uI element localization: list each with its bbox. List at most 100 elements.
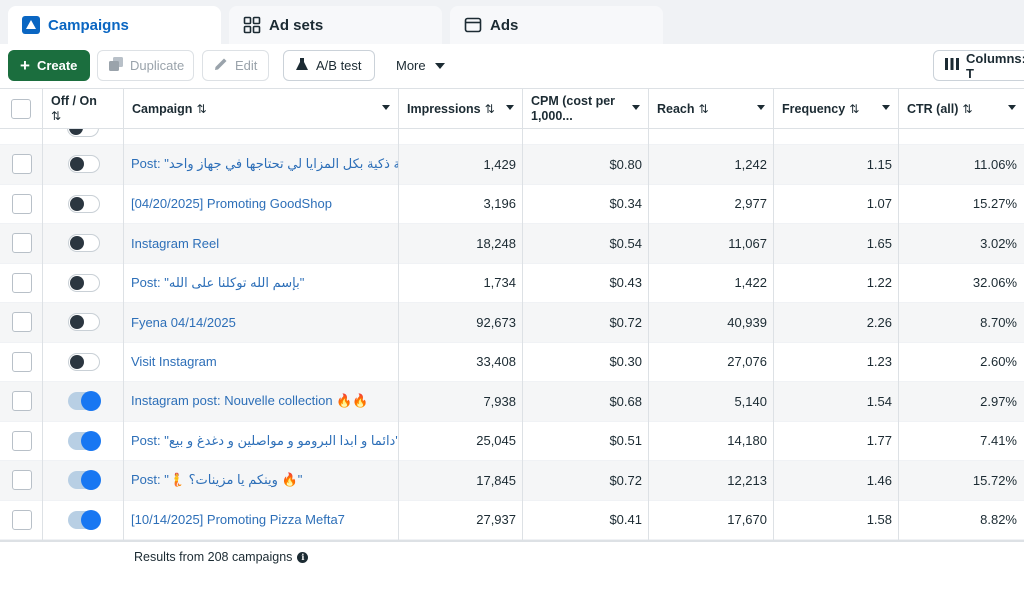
- campaign-flag-icon: [22, 16, 40, 34]
- column-divider: [648, 129, 649, 599]
- row-checkbox[interactable]: [11, 272, 32, 293]
- sort-icon: ⇅: [484, 101, 495, 116]
- campaign-name-link[interactable]: Visit Instagram: [131, 354, 217, 370]
- tab-ads[interactable]: Ads: [450, 6, 663, 44]
- campaign-toggle[interactable]: [67, 155, 100, 174]
- row-select-cell: [0, 461, 43, 500]
- table-row[interactable]: Post: "🧜 وينكم يا مزينات؟ 🔥" 17,845 $0.72 1…: [0, 461, 1024, 501]
- header-campaign-label: Campaign: [132, 101, 193, 116]
- campaign-toggle[interactable]: [67, 273, 100, 292]
- row-checkbox[interactable]: [11, 470, 32, 491]
- row-checkbox[interactable]: [11, 193, 32, 214]
- table-row[interactable]: Instagram Reel 18,248 $0.54 11,067 1.65 3.02%: [0, 224, 1024, 264]
- table-row[interactable]: [10/14/2025] Promoting Pizza Mefta7 27,93…: [0, 500, 1024, 540]
- duplicate-icon: [109, 57, 123, 74]
- caret-down-icon[interactable]: [1008, 105, 1016, 110]
- pencil-icon: [214, 57, 228, 74]
- caret-down-icon[interactable]: [506, 105, 514, 110]
- ctr-value: 8.82%: [980, 512, 1017, 528]
- campaign-toggle[interactable]: [67, 509, 101, 530]
- table-row[interactable]: Post: "دائما و ابدا البرومو و مواصلين و …: [0, 421, 1024, 461]
- campaign-toggle[interactable]: [67, 313, 100, 332]
- row-select-cell: [0, 382, 43, 421]
- campaign-toggle[interactable]: [67, 194, 100, 213]
- header-cpm[interactable]: CPM (cost per 1,000...: [523, 89, 649, 129]
- impressions-value: 25,045: [476, 433, 516, 449]
- campaign-name-link[interactable]: Instagram Reel: [131, 235, 220, 251]
- table-row[interactable]: Instagram post: Nouvelle collection 🔥🔥 7,…: [0, 382, 1024, 422]
- row-toggle-cell: [43, 264, 124, 303]
- reach-value: 11,067: [728, 235, 767, 251]
- tab-ad-sets[interactable]: Ad sets: [229, 6, 442, 44]
- table-row[interactable]: Post: "بإسم الله توكلنا على الله" 1,734 $0…: [0, 263, 1024, 303]
- header-cpm-label-2: 1,000...: [531, 109, 573, 123]
- reach-value: 12,213: [727, 472, 767, 488]
- row-checkbox[interactable]: [11, 430, 32, 451]
- header-ctr[interactable]: CTR (all) ⇅: [899, 89, 1024, 129]
- header-frequency-label: Frequency: [782, 101, 846, 116]
- info-icon[interactable]: i: [297, 551, 309, 563]
- header-off-on[interactable]: Off / On ⇅: [43, 89, 124, 129]
- edit-button[interactable]: Edit: [202, 50, 269, 81]
- campaign-name-link[interactable]: Fyena 04/14/2025: [131, 314, 236, 330]
- select-all-checkbox[interactable]: [11, 99, 31, 119]
- sort-icon: ⇅: [698, 101, 709, 116]
- campaign-name-link[interactable]: Post: "حة ذكية بكل المزايا لي تحتاجها في…: [131, 156, 398, 172]
- caret-down-icon[interactable]: [757, 105, 765, 110]
- column-divider: [522, 129, 523, 599]
- campaign-toggle[interactable]: [67, 470, 101, 491]
- ad-card-icon: [464, 16, 482, 34]
- duplicate-button[interactable]: Duplicate: [97, 50, 194, 81]
- tab-campaigns[interactable]: Campaigns: [8, 6, 221, 44]
- header-campaign[interactable]: Campaign ⇅: [124, 89, 399, 129]
- campaign-toggle[interactable]: [67, 129, 99, 137]
- campaign-name-link[interactable]: Post: "دائما و ابدا البرومو و مواصلين و …: [131, 432, 398, 448]
- caret-down-icon[interactable]: [882, 105, 890, 110]
- columns-button[interactable]: Columns: T: [933, 50, 1024, 81]
- frequency-value: 1.23: [866, 354, 892, 370]
- header-frequency[interactable]: Frequency ⇅: [774, 89, 899, 129]
- campaign-toggle[interactable]: [67, 234, 100, 253]
- campaign-toggle[interactable]: [67, 352, 100, 371]
- table-row[interactable]: Visit Instagram 33,408 $0.30 27,076 1.23 2.60…: [0, 342, 1024, 382]
- columns-icon: [945, 58, 959, 73]
- campaign-name-link[interactable]: [10/14/2025] Promoting Pizza Mefta7: [131, 512, 345, 528]
- cpm-value: $0.72: [609, 472, 642, 488]
- column-divider: [123, 129, 124, 599]
- reach-value: 40,939: [727, 314, 767, 330]
- row-checkbox[interactable]: [11, 312, 32, 333]
- reach-value: 5,140: [734, 393, 767, 409]
- table-row[interactable]: [04/20/2025] Promoting GoodShop 3,196 $0.3…: [0, 184, 1024, 224]
- impressions-value: 92,673: [476, 314, 516, 330]
- row-checkbox[interactable]: [11, 509, 32, 530]
- campaign-toggle[interactable]: [67, 430, 101, 451]
- campaign-name-link[interactable]: Post: "🧜 وينكم يا مزينات؟ 🔥": [131, 472, 303, 488]
- create-button[interactable]: + Create: [8, 50, 90, 81]
- caret-down-icon[interactable]: [382, 105, 390, 110]
- reach-value: 1,422: [734, 275, 767, 291]
- row-checkbox[interactable]: [11, 154, 32, 175]
- header-reach[interactable]: Reach ⇅: [649, 89, 774, 129]
- row-toggle-cell: [43, 501, 124, 540]
- row-checkbox[interactable]: [11, 233, 32, 254]
- more-button[interactable]: More: [385, 50, 455, 81]
- campaign-name-link[interactable]: [04/20/2025] Promoting GoodShop: [131, 196, 332, 212]
- flask-icon: [295, 57, 309, 74]
- header-off-on-label: Off / On: [51, 94, 97, 108]
- campaign-toggle[interactable]: [67, 391, 101, 412]
- campaign-name-link[interactable]: Instagram post: Nouvelle collection 🔥🔥: [131, 393, 369, 409]
- table-row[interactable]: Post: "حة ذكية بكل المزايا لي تحتاجها في…: [0, 145, 1024, 185]
- caret-down-icon[interactable]: [632, 105, 640, 110]
- campaigns-table: Off / On ⇅ Campaign ⇅ Impressions ⇅ CPM …: [0, 88, 1024, 599]
- frequency-value: 1.22: [866, 275, 892, 291]
- row-checkbox[interactable]: [11, 391, 32, 412]
- table-row[interactable]: Fyena 04/14/2025 92,673 $0.72 40,939 2.26 8.7…: [0, 303, 1024, 343]
- row-toggle-cell: [43, 145, 124, 184]
- reach-value: 27,076: [727, 354, 767, 370]
- row-checkbox[interactable]: [11, 351, 32, 372]
- header-impressions[interactable]: Impressions ⇅: [399, 89, 523, 129]
- ab-test-button[interactable]: A/B test: [283, 50, 375, 81]
- ctr-value: 3.02%: [980, 235, 1017, 251]
- row-toggle-cell: [43, 461, 124, 500]
- campaign-name-link[interactable]: Post: "بإسم الله توكلنا على الله": [131, 274, 305, 290]
